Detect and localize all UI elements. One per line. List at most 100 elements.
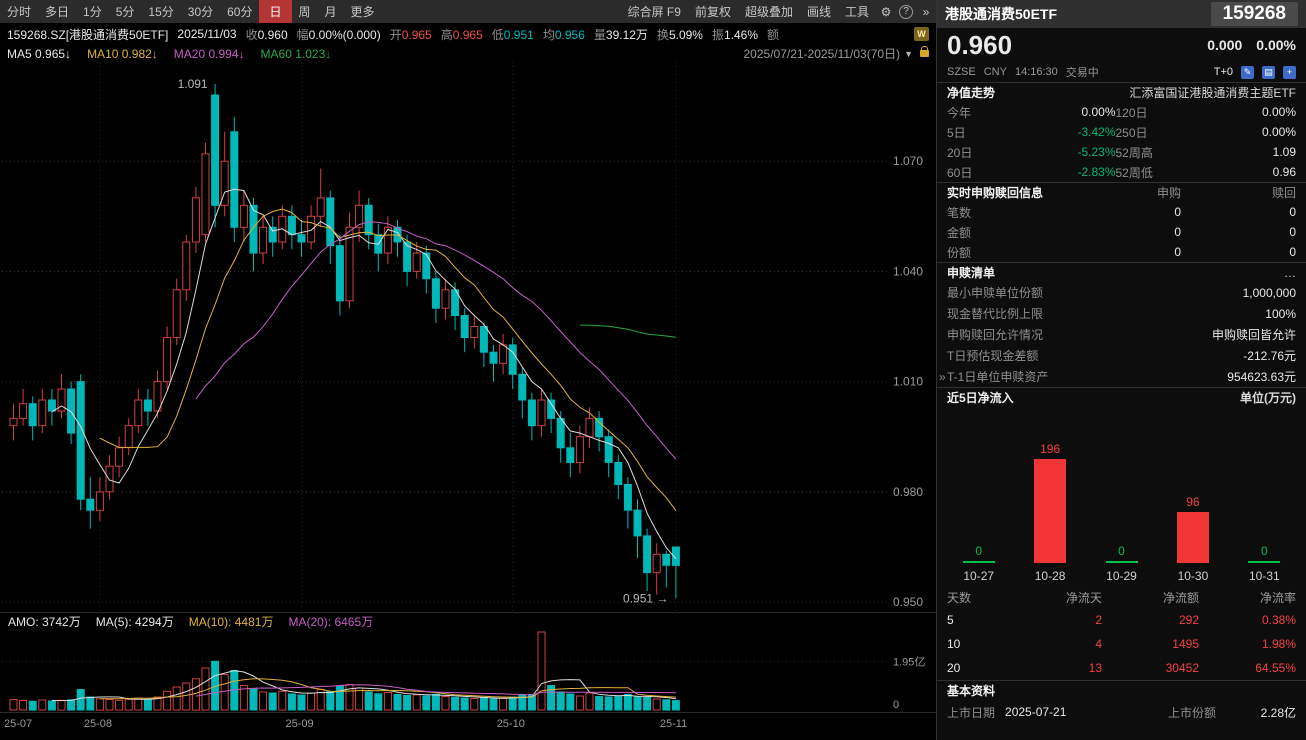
flow-td: 30452 [1165,661,1199,675]
x-axis-label: 25-08 [83,718,113,730]
tab-monthly[interactable]: 月 [324,5,337,19]
rt-sell: 0 [1289,225,1296,239]
rt-buy: 0 [1174,245,1181,259]
tab-30min[interactable]: 30分 [187,5,214,19]
flow-td: 2 [1095,613,1102,627]
help-circle-icon: ? [899,4,913,19]
status-row: SZSE CNY 14:16:30 交易中 T+0 ✎ ▤ + [937,62,1306,82]
nav-label: 今年 [947,105,972,120]
nav-title: 净值走势 [947,86,996,100]
pcf-row: 申购赎回允许情况 申购赎回皆允许 [937,324,1306,345]
tab-60min[interactable]: 60分 [227,5,253,19]
pcf-title: 申赎清单 [947,266,996,280]
settings-gear-icon[interactable]: ⚙ [880,4,892,19]
pcf-value: 100% [1265,306,1296,321]
market-status: 交易中 [1065,67,1099,79]
tab-1min[interactable]: 1分 [83,5,102,19]
basic-title: 基本资料 [947,684,996,698]
quote-info-row: 159268.SZ[港股通消费50ETF] 2025/11/03 收0.960 … [0,23,936,45]
flow-td: 292 [1178,613,1199,627]
flow-th: 净流额 [1162,591,1199,605]
tab-daily[interactable]: 日 [259,0,292,23]
tab-weekly[interactable]: 周 [298,5,311,19]
flow-date: 10-31 [1248,569,1280,583]
price-row: 0.960 0.000 0.00% [937,28,1306,62]
stock-name: 港股通消费50ETF [945,6,1058,22]
volume-field: 量39.12万 [593,27,648,42]
scroll-marker-icon[interactable]: » [939,369,946,384]
tab-timeline[interactable]: 分时 [7,5,32,19]
flow-bar-group: 0 10-31 [1229,411,1300,585]
tab-multiday[interactable]: 多日 [45,5,70,19]
date-range-selector[interactable]: 2025/07/21-2025/11/03(70日) ▼ [744,45,929,62]
basic-info-row: 上市日期 2025-07-21 上市份额 2.28亿 [937,700,1306,724]
flow-table-header: 天数 净流天 净流额 净流率 [937,587,1306,608]
realtime-title: 实时申购赎回信息 [947,186,1044,200]
period-toolbar: 分时 多日 1分 5分 15分 30分 60分 日 周 月 更多 综合屏 F9 … [0,0,936,23]
price-change: 0.000 [1207,37,1243,53]
flow-bar-group: 96 10-30 [1157,411,1228,585]
svg-text:1.070: 1.070 [893,154,923,168]
realtime-row: 金额 0 0 [937,222,1306,242]
rt-label: 金额 [947,225,972,240]
pcf-label: T日预估现金差额 [947,349,1039,363]
ma-legend-row: MA5 0.965↓ MA10 0.982↓ MA20 0.994↓ MA60 … [0,45,936,62]
basic-section-header: 基本资料 [937,680,1306,700]
tab-more[interactable]: 更多 [350,5,375,19]
chart-pane: 分时 多日 1分 5分 15分 30分 60分 日 周 月 更多 综合屏 F9 … [0,0,937,740]
nav-value: 0.00% [1261,125,1296,139]
tab-15min[interactable]: 15分 [148,5,174,19]
low-field: 低0.951 [491,27,534,42]
flow-bar-group: 196 10-28 [1014,411,1085,585]
pcf-row: 最小申赎单位份额 1,000,000 [937,282,1306,303]
ma60-legend: MA60 1.023↓ [260,46,332,61]
volume-svg: 1.95亿 0 [2,631,925,711]
pcf-label: 最小申赎单位份额 [947,286,1044,300]
nav-label: 120日 [1115,105,1148,120]
composite-screen-button[interactable]: 综合屏 F9 [627,5,681,19]
pcf-row: 现金替代比例上限 100% [937,303,1306,324]
candlestick-chart[interactable]: 1.070 1.040 1.010 0.980 0.950 1.091 0.951 → [0,62,936,612]
nav-label: 5日 [947,125,966,140]
tab-5min[interactable]: 5分 [115,5,135,19]
nav-row: 60日 -2.83% 52周低 0.96 [937,162,1306,182]
ma20-legend: MA20 0.994↓ [173,46,245,61]
open-field: 开0.965 [389,27,432,42]
quote-panel: 港股通消费50ETF 159268 0.960 0.000 0.00% SZSE… [937,0,1306,740]
flow-td: 10 [947,637,961,651]
svg-text:0.950: 0.950 [893,595,923,609]
flow-bar-group: 0 10-27 [943,411,1014,585]
draw-line-button[interactable]: 画线 [806,5,831,19]
nav-row: 20日 -5.23% 52周高 1.09 [937,142,1306,162]
flow-td: 1495 [1172,637,1199,651]
help-icon[interactable]: ? [896,0,916,23]
svg-text:0.951 →: 0.951 → [623,591,668,605]
lock-icon[interactable] [920,46,929,57]
forward-adjust-button[interactable]: 前复权 [694,5,731,19]
amplitude-field: 振1.46% [711,27,759,42]
flow-td: 20 [947,661,961,675]
flow-date: 10-27 [963,569,995,583]
realtime-row: 笔数 0 0 [937,202,1306,222]
ma10-legend: MA10 0.982↓ [87,46,158,61]
nav-label: 250日 [1115,125,1148,140]
flow-date: 10-30 [1177,569,1209,583]
nav-value: -5.23% [1077,145,1116,159]
quote-panel-header: 港股通消费50ETF 159268 [937,0,1306,28]
expand-arrow-icon[interactable]: » [922,4,930,19]
nav-row: 今年 0.00% 120日 0.00% [937,102,1306,122]
plus-icon[interactable]: + [1283,65,1296,79]
super-overlay-button[interactable]: 超级叠加 [744,5,793,19]
volume-chart[interactable]: 1.95亿 0 [0,630,936,712]
svg-text:1.95亿: 1.95亿 [893,655,925,668]
tools-button[interactable]: 工具 [844,5,869,19]
trade-date: 2025/11/03 [177,27,237,41]
list-date-label: 上市日期 [947,705,996,720]
more-ellipsis-icon[interactable]: … [1284,265,1296,280]
realtime-section-header: 实时申购赎回信息 申购 赎回 [937,182,1306,202]
corner-badge-icon[interactable]: W [914,27,929,41]
edit-icon[interactable]: ✎ [1241,65,1254,79]
chart-icon[interactable]: ▤ [1262,65,1275,79]
amount-field: 额 [767,27,780,42]
